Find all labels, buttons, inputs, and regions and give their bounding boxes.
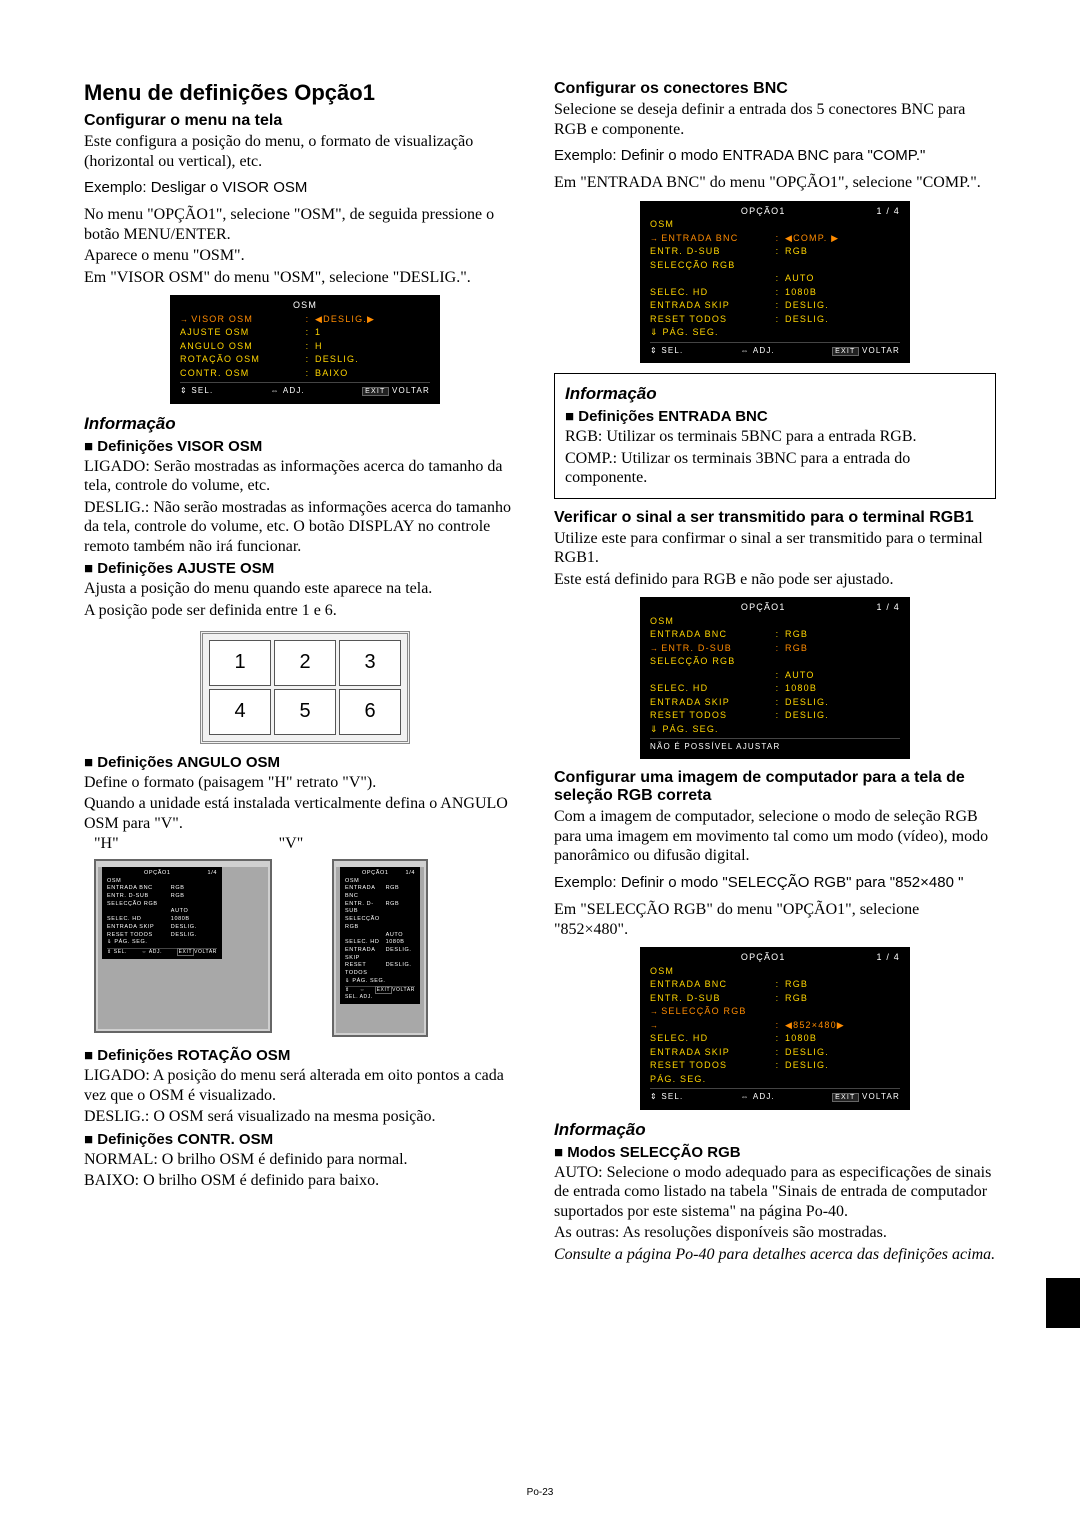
body-text: LIGADO: Serão mostradas as informações a… — [84, 457, 526, 496]
body-text: AUTO: Selecione o modo adequado para as … — [554, 1163, 996, 1222]
body-text: Exemplo: Definir o modo ENTRADA BNC para… — [554, 147, 996, 165]
osd-menu-opcao1-bnc: OPÇÃO11 / 4 OSMENTRADA BNC:◀COMP. ▶ENTR.… — [640, 201, 910, 364]
body-text: Com a imagem de computador, selecione o … — [554, 807, 996, 866]
info-heading: Informação — [565, 384, 985, 404]
info-box: Informação Definições ENTRADA BNC RGB: U… — [554, 373, 996, 499]
sub-heading: Definições VISOR OSM — [84, 438, 526, 455]
body-text: Em "VISOR OSM" do menu "OSM", selecione … — [84, 268, 526, 288]
body-text: No menu "OPÇÃO1", selecione "OSM", de se… — [84, 205, 526, 244]
mini-osd-h: OPÇÃO1 1/4OSMENTRADA BNCRGBENTR. D-SUBRG… — [102, 867, 222, 959]
sub-heading: Modos SELECÇÃO RGB — [554, 1144, 996, 1161]
h-screen: OPÇÃO1 1/4OSMENTRADA BNCRGBENTR. D-SUBRG… — [94, 859, 272, 1033]
body-text: DESLIG.: Não serão mostradas as informaç… — [84, 498, 526, 557]
body-text: Utilize este para confirmar o sinal a se… — [554, 529, 996, 568]
grid-cell: 2 — [274, 640, 336, 686]
osd-foot-adj: ⇔ ADJ. — [271, 385, 305, 398]
grid-cell: 3 — [339, 640, 401, 686]
h-label: "H" — [94, 835, 119, 853]
position-grid-diagram: 123 456 — [200, 631, 410, 744]
osd-title: OSM — [293, 300, 317, 310]
v-screen: OPÇÃO1 1/4OSMENTRADA BNCRGBENTR. D-SUBRG… — [332, 859, 428, 1037]
osd-menu-opcao1-dsub: OPÇÃO11 / 4 OSMENTRADA BNC:RGBENTR. D-SU… — [640, 597, 910, 759]
section-heading: Configurar o menu na tela — [84, 112, 526, 130]
page-number: Po-23 — [527, 1487, 554, 1498]
body-text: Exemplo: Desligar o VISOR OSM — [84, 179, 526, 197]
body-text: DESLIG.: O OSM será visualizado na mesma… — [84, 1107, 526, 1127]
body-text: Ajusta a posição do menu quando este apa… — [84, 579, 526, 599]
osd-menu-opcao1-rgb: OPÇÃO11 / 4 OSMENTRADA BNC:RGBENTR. D-SU… — [640, 947, 910, 1110]
section-heading: Verificar o sinal a ser transmitido para… — [554, 509, 996, 527]
mini-osd-v: OPÇÃO1 1/4OSMENTRADA BNCRGBENTR. D-SUBRG… — [340, 867, 420, 1004]
body-text: LIGADO: A posição do menu será alterada … — [84, 1066, 526, 1105]
page-title: Menu de definições Opção1 — [84, 80, 526, 106]
grid-cell: 4 — [209, 689, 271, 735]
body-text: Selecione se deseja definir a entrada do… — [554, 100, 996, 139]
right-column: Configurar os conectores BNC Selecione s… — [554, 80, 996, 1266]
grid-cell: 5 — [274, 689, 336, 735]
body-text: A posição pode ser definida entre 1 e 6. — [84, 601, 526, 621]
info-heading: Informação — [554, 1120, 996, 1140]
body-text: Aparece o menu "OSM". — [84, 246, 526, 266]
grid-cell: 1 — [209, 640, 271, 686]
sub-heading: Definições ANGULO OSM — [84, 754, 526, 771]
osd-menu-osm: OSM VISOR OSM:◀DESLIG.▶AJUSTE OSM:1ANGUL… — [170, 295, 440, 404]
sub-heading: Definições AJUSTE OSM — [84, 560, 526, 577]
osd-foot-ret: VOLTAR — [392, 386, 430, 395]
sub-heading: Definições CONTR. OSM — [84, 1131, 526, 1148]
section-heading: Configurar os conectores BNC — [554, 80, 996, 98]
hv-screens: OPÇÃO1 1/4OSMENTRADA BNCRGBENTR. D-SUBRG… — [94, 859, 526, 1037]
info-heading: Informação — [84, 414, 526, 434]
grid-cell: 6 — [339, 689, 401, 735]
body-text: As outras: As resoluções disponíveis são… — [554, 1223, 996, 1243]
section-heading: Configurar uma imagem de computador para… — [554, 769, 996, 805]
body-text-italic: Consulte a página Po-40 para detalhes ac… — [554, 1245, 996, 1265]
left-column: Menu de definições Opção1 Configurar o m… — [84, 80, 526, 1266]
side-tab — [1046, 1278, 1080, 1328]
body-text: Quando a unidade está instalada vertical… — [84, 794, 526, 833]
v-label: "V" — [279, 835, 304, 853]
sub-heading: Definições ROTAÇÃO OSM — [84, 1047, 526, 1064]
body-text: NORMAL: O brilho OSM é definido para nor… — [84, 1150, 526, 1170]
osd-exit-badge: EXIT — [362, 387, 388, 396]
body-text: Este configura a posição do menu, o form… — [84, 132, 526, 171]
sub-heading: Definições ENTRADA BNC — [565, 408, 985, 425]
page-columns: Menu de definições Opção1 Configurar o m… — [84, 80, 996, 1266]
body-text: COMP.: Utilizar os terminais 3BNC para a… — [565, 449, 985, 488]
osd-rows: VISOR OSM:◀DESLIG.▶AJUSTE OSM:1ANGULO OS… — [180, 313, 430, 381]
body-text: Exemplo: Definir o modo "SELECÇÃO RGB" p… — [554, 874, 996, 892]
osd-foot-sel: ⇕ SEL. — [180, 385, 213, 398]
body-text: RGB: Utilizar os terminais 5BNC para a e… — [565, 427, 985, 447]
osd-foot-msg: NÃO É POSSÍVEL AJUSTAR — [650, 741, 900, 753]
body-text: Em "SELECÇÃO RGB" do menu "OPÇÃO1", sele… — [554, 900, 996, 939]
body-text: Este está definido para RGB e não pode s… — [554, 570, 996, 590]
body-text: BAIXO: O brilho OSM é definido para baix… — [84, 1171, 526, 1191]
body-text: Em "ENTRADA BNC" do menu "OPÇÃO1", selec… — [554, 173, 996, 193]
body-text: Define o formato (paisagem "H" retrato "… — [84, 773, 526, 793]
